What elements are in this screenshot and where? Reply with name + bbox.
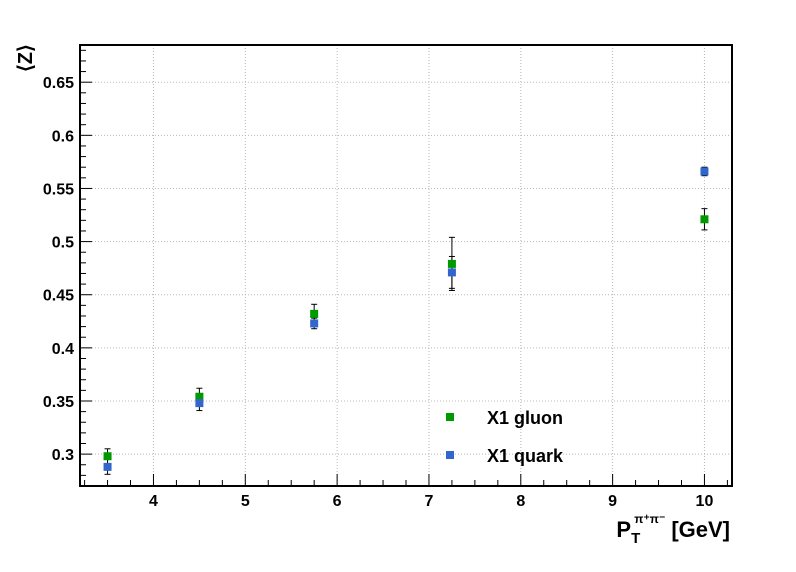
x-tick-labels: 4 5 6 7 8 9 10	[149, 493, 713, 510]
x-axis-label: PTπ⁺π⁻ [GeV]	[616, 512, 730, 547]
point-quark	[310, 319, 319, 328]
y-tick-label: 0.5	[52, 235, 74, 252]
point-gluon	[447, 259, 456, 268]
point-quark	[447, 268, 456, 277]
x-axis-label-sub: T	[631, 530, 640, 547]
error-bars	[104, 166, 708, 475]
point-gluon	[195, 392, 204, 401]
legend-label-quark: X1 quark	[487, 446, 564, 466]
y-tick-labels: 0.3 0.35 0.4 0.45 0.5 0.55 0.6 0.65	[43, 75, 74, 464]
axis-ticks	[80, 49, 728, 486]
plot-frame	[79, 44, 733, 487]
x-axis-label-sup: π⁺π⁻	[634, 512, 665, 526]
point-gluon	[103, 452, 112, 461]
y-tick-label: 0.45	[43, 288, 74, 305]
x-tick-label: 4	[149, 493, 158, 510]
y-tick-label: 0.55	[43, 181, 74, 198]
grid	[80, 45, 732, 486]
point-gluon	[700, 215, 709, 224]
x-tick-label: 6	[333, 493, 342, 510]
legend-label-gluon: X1 gluon	[487, 408, 563, 428]
x-axis-label-main: P	[616, 517, 631, 542]
x-axis-label-unit: [GeV]	[671, 517, 730, 542]
point-gluon	[310, 309, 319, 318]
data-points	[103, 167, 709, 471]
x-tick-label: 9	[608, 493, 617, 510]
y-tick-label: 0.3	[52, 447, 74, 464]
point-quark	[700, 167, 709, 176]
x-tick-label: 5	[241, 493, 250, 510]
y-tick-label: 0.35	[43, 394, 74, 411]
legend-marker-gluon	[446, 413, 454, 421]
point-quark	[195, 399, 204, 408]
point-quark	[103, 462, 112, 471]
x-tick-label: 8	[516, 493, 525, 510]
y-tick-label: 0.6	[52, 128, 74, 145]
y-tick-label: 0.4	[52, 341, 74, 358]
legend-marker-quark	[446, 451, 454, 459]
x-tick-label: 7	[425, 493, 434, 510]
y-axis-label: ⟨Z⟩	[15, 44, 37, 72]
legend: X1 gluon X1 quark	[446, 408, 564, 466]
x-tick-label: 10	[696, 493, 714, 510]
y-tick-label: 0.65	[43, 75, 74, 92]
